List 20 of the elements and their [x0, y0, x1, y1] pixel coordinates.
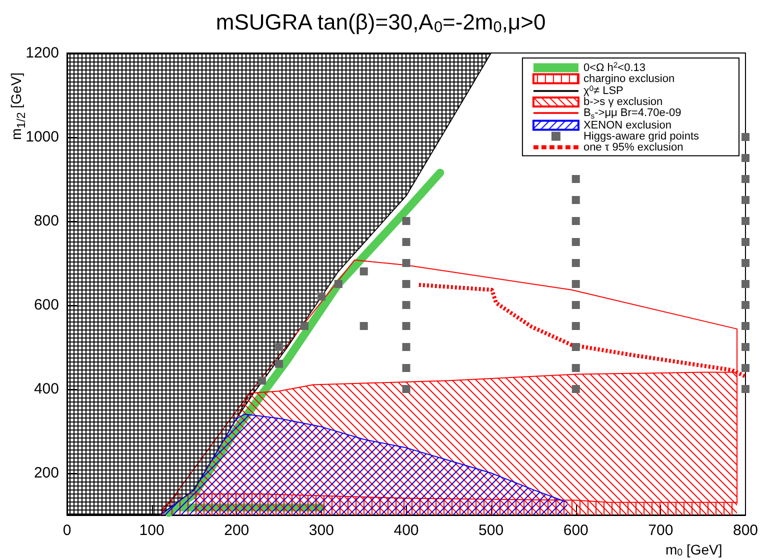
y-tick-label: 1200: [26, 44, 59, 62]
legend-label: Higgs-aware grid points: [583, 130, 700, 142]
x-tick-label: 600: [563, 522, 588, 539]
y-tick-label: 800: [34, 212, 59, 230]
y-tick-label: 400: [34, 380, 59, 398]
x-tick-label: 200: [224, 522, 250, 539]
legend-label: b->s γ exclusion: [583, 96, 663, 108]
y-tick-label: 1000: [26, 128, 59, 146]
x-tick-label: 0: [62, 522, 72, 539]
x-tick-label: 800: [732, 522, 758, 539]
x-tick-label: 300: [308, 522, 334, 539]
y-tick-label: 200: [34, 464, 59, 482]
x-tick-label: 500: [478, 522, 504, 539]
x-tick-label: 400: [394, 522, 419, 539]
legend-label: chargino exclusion: [583, 72, 675, 85]
legend-label: XENON exclusion: [583, 119, 672, 132]
legend-label: one τ 95% exclusion: [583, 141, 684, 154]
y-tick-label: 600: [34, 296, 59, 314]
x-tick-label: 100: [139, 522, 164, 539]
x-tick-label: 700: [648, 522, 674, 539]
